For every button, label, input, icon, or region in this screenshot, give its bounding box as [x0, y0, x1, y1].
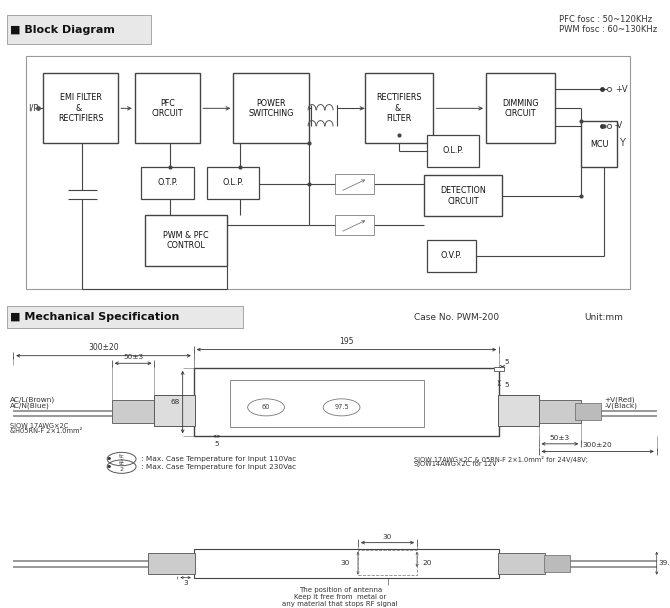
Text: 50±3: 50±3 [550, 435, 570, 441]
Text: RECTIFIERS
& 
FILTER: RECTIFIERS & FILTER [377, 94, 422, 123]
Bar [335, 174, 375, 195]
Text: &H05RN-F 2×1.0mm²: &H05RN-F 2×1.0mm² [10, 428, 82, 434]
Text: 39.5: 39.5 [659, 560, 670, 566]
Text: 68: 68 [170, 399, 180, 405]
Text: •: • [105, 454, 112, 464]
Text: DIMMING
CIRCUIT: DIMMING CIRCUIT [502, 98, 539, 118]
Text: Unit:mm: Unit:mm [584, 313, 623, 322]
Bar [544, 554, 570, 572]
Text: 30: 30 [341, 560, 350, 566]
Bar [112, 400, 154, 423]
Bar [141, 167, 194, 199]
Text: The position of antenna
Keep it free from  metal or
any material that stops RF s: The position of antenna Keep it free fro… [283, 587, 398, 607]
Text: +V(Red): +V(Red) [604, 396, 635, 403]
Text: O.L.P.: O.L.P. [222, 178, 244, 187]
Text: 300±20: 300±20 [88, 343, 119, 352]
Text: O.V.P.: O.V.P. [441, 251, 462, 260]
Text: -V: -V [614, 122, 623, 130]
Bar [207, 167, 259, 199]
Bar [427, 240, 476, 272]
Text: O.L.P.: O.L.P. [442, 146, 464, 155]
Text: MCU: MCU [590, 140, 608, 148]
Text: SJOW14AWG×2C for 12V: SJOW14AWG×2C for 12V [414, 461, 496, 467]
Text: -V(Black): -V(Black) [604, 402, 637, 409]
Bar [427, 134, 480, 167]
Text: 195: 195 [339, 337, 354, 346]
Text: ■ Mechanical Specification: ■ Mechanical Specification [10, 312, 180, 322]
Bar [230, 380, 423, 427]
Text: +V: +V [614, 85, 627, 94]
Text: PWM & PFC
CONTROL: PWM & PFC CONTROL [163, 230, 208, 250]
Text: : Max. Case Temperature for Input 110Vac: : Max. Case Temperature for Input 110Vac [141, 456, 297, 462]
Text: DETECTION
CIRCUIT: DETECTION CIRCUIT [440, 186, 486, 206]
Bar [494, 367, 504, 371]
Bar [7, 305, 243, 328]
Text: 50±3: 50±3 [123, 354, 143, 360]
Text: ■ Block Diagram: ■ Block Diagram [10, 24, 115, 35]
Text: 30: 30 [383, 534, 392, 540]
Text: tc
1: tc 1 [119, 454, 125, 465]
Bar [539, 400, 582, 423]
Bar [364, 74, 433, 143]
Text: SJOW 17AWG×2C & 05RN-F 2×1.0mm² for 24V/48V;: SJOW 17AWG×2C & 05RN-F 2×1.0mm² for 24V/… [414, 455, 588, 463]
Bar [423, 176, 502, 216]
Text: PFC
CIRCUIT: PFC CIRCUIT [151, 98, 184, 118]
Text: PFC fosc : 50~120KHz
PWM fosc : 60~130KHz: PFC fosc : 50~120KHz PWM fosc : 60~130KH… [559, 15, 657, 35]
Text: AC/L(Brown): AC/L(Brown) [10, 396, 55, 403]
Text: •: • [105, 461, 112, 472]
Bar [194, 368, 499, 437]
Text: : Max. Case Temperature for Input 230Vac: : Max. Case Temperature for Input 230Vac [141, 464, 296, 469]
Text: 60: 60 [262, 404, 270, 410]
Text: tc
2: tc 2 [119, 461, 125, 472]
Text: 5: 5 [505, 359, 509, 365]
Bar [43, 74, 119, 143]
Bar [26, 56, 630, 289]
Bar [358, 550, 417, 575]
Bar [145, 215, 226, 266]
Text: 5: 5 [214, 441, 219, 447]
Bar [7, 15, 151, 44]
Bar [486, 74, 555, 143]
Bar [498, 395, 539, 426]
Bar [233, 74, 309, 143]
Text: 3: 3 [183, 580, 188, 586]
Bar [154, 395, 195, 426]
Text: O.T.P.: O.T.P. [157, 178, 178, 187]
Bar [498, 553, 545, 574]
Text: POWER
SWITCHING: POWER SWITCHING [249, 98, 293, 118]
Bar [575, 404, 601, 420]
Bar [194, 548, 499, 578]
Bar [135, 74, 200, 143]
Bar [148, 553, 195, 574]
Text: SJOW 17AWG×2C: SJOW 17AWG×2C [10, 423, 68, 429]
Text: Case No. PWM-200: Case No. PWM-200 [414, 313, 499, 322]
Text: 5: 5 [505, 382, 509, 387]
Bar [581, 122, 617, 167]
Text: 300±20: 300±20 [583, 443, 612, 449]
Text: AC/N(Blue): AC/N(Blue) [10, 402, 50, 409]
Text: 20: 20 [422, 561, 432, 566]
Text: 97.5: 97.5 [334, 404, 349, 410]
Bar [335, 215, 375, 235]
Text: Y: Y [619, 139, 625, 148]
Text: EMI FILTER
& 
RECTIFIERS: EMI FILTER & RECTIFIERS [58, 94, 103, 123]
Text: I/P: I/P [28, 104, 39, 113]
